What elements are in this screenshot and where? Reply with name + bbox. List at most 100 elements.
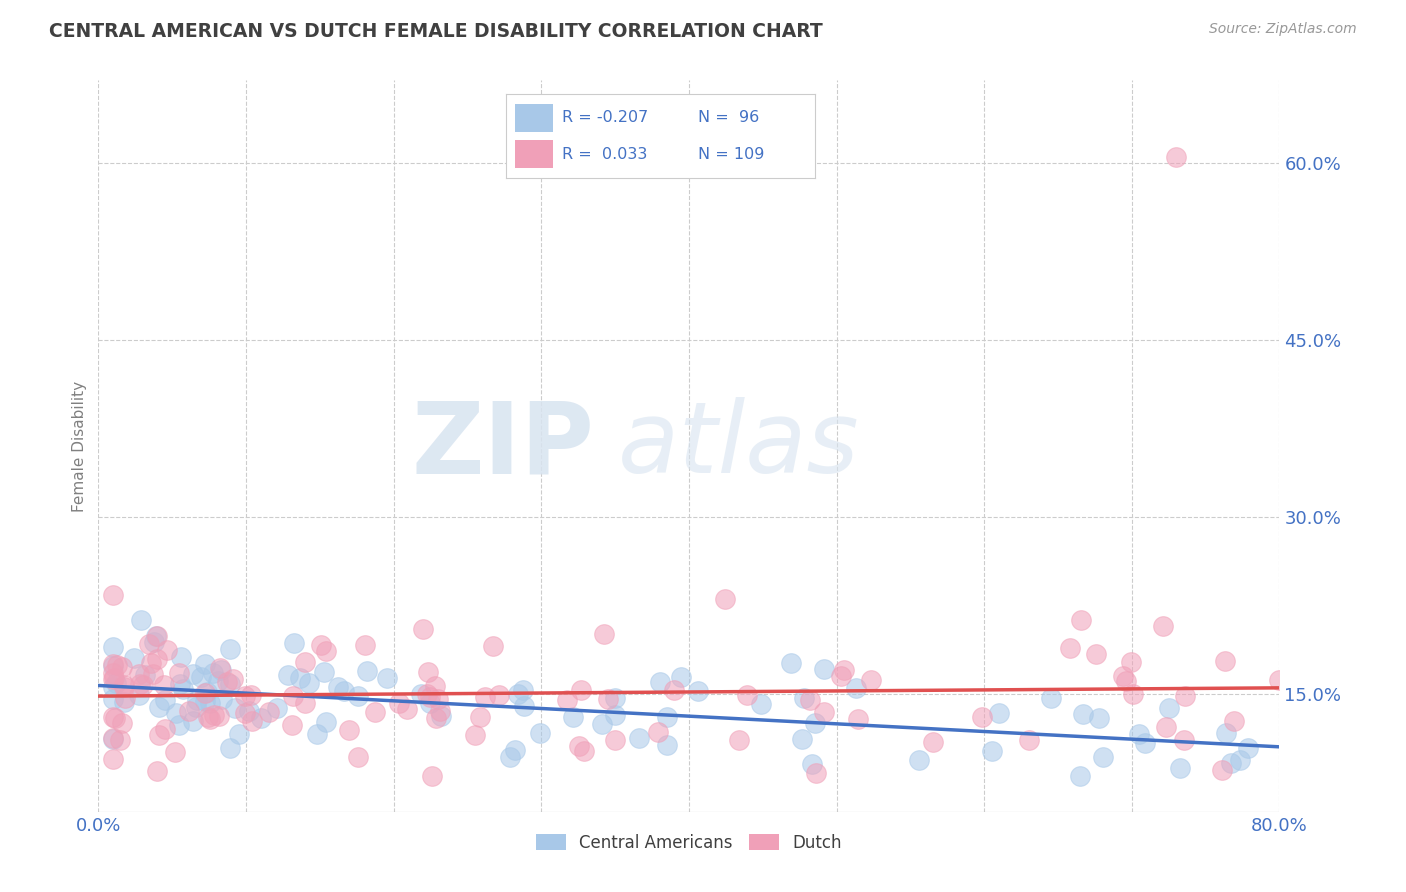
Point	[416, 688, 439, 702]
Legend: Central Americans, Dutch: Central Americans, Dutch	[529, 827, 849, 858]
Point	[146, 764, 169, 778]
Point	[177, 704, 200, 718]
Point	[657, 710, 679, 724]
Point	[165, 706, 187, 720]
Point	[572, 744, 595, 758]
Point	[388, 697, 411, 711]
Point	[277, 667, 299, 681]
Point	[198, 712, 221, 726]
Point	[250, 710, 273, 724]
Point	[662, 682, 685, 697]
Point	[555, 693, 578, 707]
Point	[183, 714, 205, 728]
Point	[167, 665, 190, 680]
Point	[845, 681, 868, 695]
Point	[111, 715, 134, 730]
Point	[103, 658, 125, 673]
Point	[312, 665, 335, 679]
Point	[103, 710, 125, 724]
Point	[499, 750, 522, 764]
Point	[202, 666, 225, 681]
Bar	[516, 103, 553, 132]
Point	[208, 709, 231, 723]
Point	[1153, 619, 1175, 633]
Point	[145, 628, 167, 642]
Point	[346, 750, 368, 764]
Point	[605, 733, 627, 747]
Point	[627, 731, 650, 745]
Point	[153, 678, 176, 692]
Point	[103, 732, 125, 747]
Point	[648, 675, 671, 690]
Point	[202, 708, 225, 723]
Point	[104, 675, 127, 690]
Point	[148, 728, 170, 742]
Point	[474, 690, 496, 704]
Point	[209, 664, 232, 678]
Point	[1159, 700, 1181, 714]
Point	[429, 704, 451, 718]
Point	[605, 691, 627, 706]
Point	[1154, 720, 1177, 734]
Point	[112, 680, 135, 694]
Point	[112, 695, 135, 709]
Point	[1088, 711, 1111, 725]
Point	[153, 723, 176, 737]
Point	[470, 709, 492, 723]
Point	[186, 692, 208, 706]
Text: CENTRAL AMERICAN VS DUTCH FEMALE DISABILITY CORRELATION CHART: CENTRAL AMERICAN VS DUTCH FEMALE DISABIL…	[49, 22, 823, 41]
Point	[907, 753, 929, 767]
Point	[529, 726, 551, 740]
Point	[103, 657, 125, 671]
Point	[1121, 655, 1143, 669]
Text: N =  96: N = 96	[697, 111, 759, 125]
Point	[233, 706, 256, 721]
Point	[801, 756, 824, 771]
Point	[257, 705, 280, 719]
Text: N = 109: N = 109	[697, 147, 765, 161]
Point	[194, 657, 217, 671]
Point	[793, 690, 815, 705]
Point	[513, 699, 536, 714]
Point	[657, 738, 679, 752]
Point	[103, 640, 125, 654]
Point	[419, 696, 441, 710]
Point	[153, 693, 176, 707]
Point	[1268, 673, 1291, 688]
Point	[184, 700, 207, 714]
Point	[211, 692, 233, 706]
Point	[207, 674, 229, 689]
Point	[129, 677, 152, 691]
Point	[561, 710, 583, 724]
Point	[122, 650, 145, 665]
Point	[980, 744, 1002, 758]
Point	[987, 706, 1010, 720]
Point	[129, 613, 152, 627]
Point	[813, 661, 835, 675]
Point	[142, 635, 165, 649]
Point	[593, 627, 616, 641]
Point	[105, 657, 128, 672]
Point	[167, 717, 190, 731]
Point	[224, 701, 246, 715]
Point	[239, 688, 262, 702]
Point	[346, 689, 368, 703]
Point	[1112, 669, 1135, 683]
Point	[375, 671, 398, 685]
Point	[288, 671, 311, 685]
Point	[315, 643, 337, 657]
Point	[1039, 690, 1062, 705]
Point	[181, 667, 204, 681]
Point	[142, 667, 165, 681]
Point	[647, 725, 669, 739]
Point	[103, 680, 125, 694]
Point	[128, 666, 150, 681]
Point	[146, 629, 169, 643]
Point	[233, 689, 256, 703]
Point	[1069, 768, 1091, 782]
Point	[165, 745, 187, 759]
Point	[488, 689, 510, 703]
Point	[1128, 727, 1150, 741]
Point	[333, 684, 356, 698]
Point	[1091, 749, 1114, 764]
